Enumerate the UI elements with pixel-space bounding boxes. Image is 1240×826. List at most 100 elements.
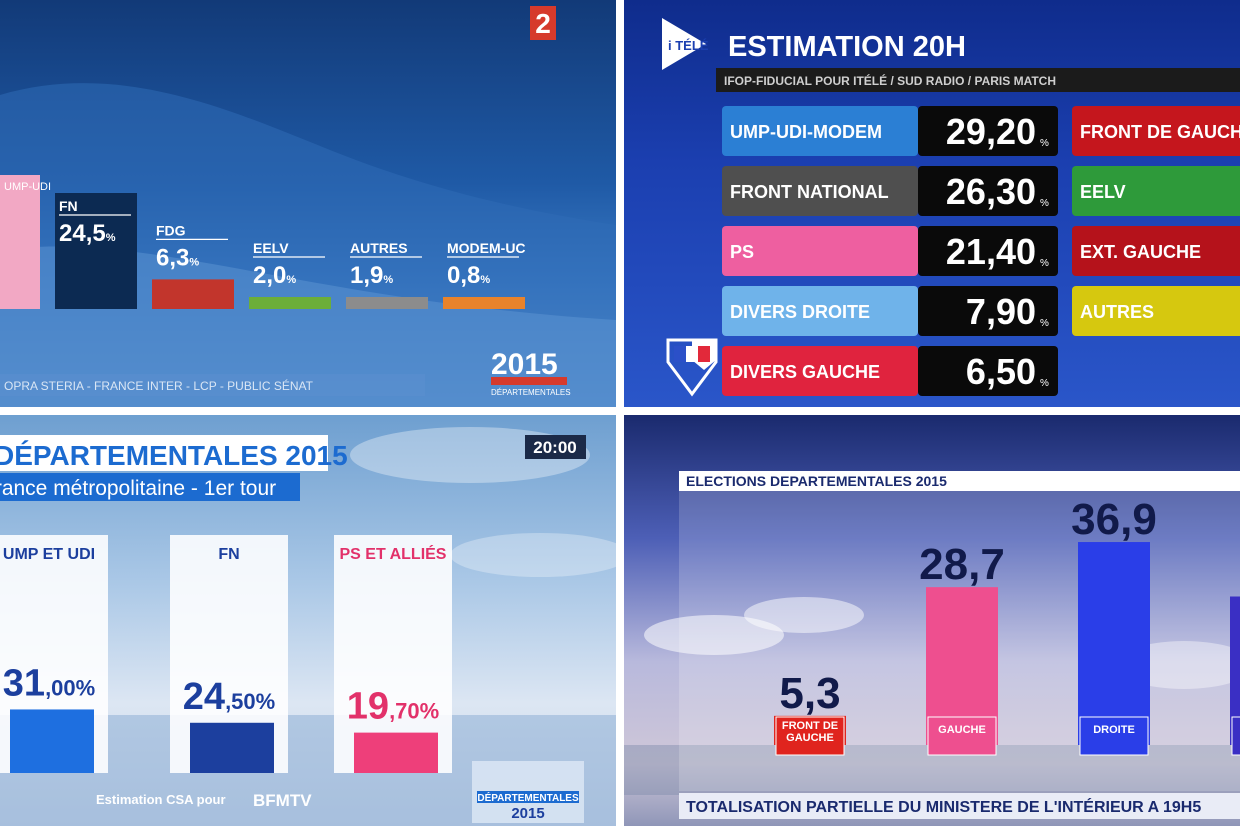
bar-label-fn: FN <box>218 546 239 563</box>
bfmtv-results-panel: DÉPARTEMENTALES 2015 France métropolitai… <box>0 415 616 826</box>
bar-ps-et-allies <box>354 732 438 773</box>
tf1-footer-strip <box>679 793 1240 819</box>
bar-label-front-de-gauche: GAUCHE <box>786 732 834 744</box>
itele-results-panel: i TÉLÉ ESTIMATION 20H IFOP-FIDUCIAL POUR… <box>624 0 1240 407</box>
bar-caption-box-droite <box>1079 716 1149 756</box>
row-ps-value-box <box>918 226 1058 276</box>
side-row-eelv-label: EELV <box>1080 182 1126 202</box>
bfmtv-chart: DÉPARTEMENTALES 2015 France métropolitai… <box>0 427 616 826</box>
side-row-ext-gauche-label: EXT. GAUCHE <box>1080 242 1201 262</box>
bfmtv-source: Estimation CSA pour <box>96 792 226 807</box>
row-ump-udi-modem-bar <box>722 106 918 156</box>
source-strip <box>0 374 425 396</box>
bar-value-ump-et-udi: 31,00% <box>3 662 95 704</box>
bar-fn <box>190 722 274 773</box>
row-divers-gauche-unit: % <box>1040 378 1049 389</box>
row-divers-droite-unit: % <box>1040 318 1049 329</box>
bfmtv-year-badge: DÉPARTEMENTALES 2015 <box>472 761 584 823</box>
bar-label-ump-udi: UMP-UDI <box>4 181 51 193</box>
row-front-national-value: 26,30 <box>946 171 1036 212</box>
bar-label-ps-et-allies: PS ET ALLIÉS <box>340 544 447 563</box>
bar-fdg <box>152 279 234 309</box>
row-divers-droite-value: 7,90 <box>966 291 1036 332</box>
row-divers-gauche-bar <box>722 346 918 396</box>
bar-label-droite: DROITE <box>1093 724 1135 736</box>
row-ump-udi-modem-label: UMP-UDI-MODEM <box>730 122 882 142</box>
bar-label-autres: AUTRES <box>350 240 408 256</box>
itele-logo: i TÉLÉ <box>662 18 709 70</box>
row-front-national-bar <box>722 166 918 216</box>
bar-label-modem-uc: MODEM-UC <box>447 240 526 256</box>
tf1-footer: TOTALISATION PARTIELLE DU MINISTERE DE L… <box>686 797 1201 816</box>
bfmtv-badge-caption: DÉPARTEMENTALES <box>477 791 579 804</box>
row-ump-udi-modem-value: 29,20 <box>946 111 1036 152</box>
bfmtv-subtitle: France métropolitaine - 1er tour <box>0 477 276 500</box>
bar-value-front-de-gauche: 5,3 <box>779 669 840 718</box>
bar-autres <box>346 297 428 309</box>
bar-label-fn: FN <box>59 198 78 214</box>
side-row-autres-label: AUTRES <box>1080 302 1154 322</box>
bfmtv-title: DÉPARTEMENTALES 2015 <box>0 440 348 471</box>
bar-label-fdg: FDG <box>156 222 186 238</box>
row-ps-value: 21,40 <box>946 231 1036 272</box>
bar-ump-et-udi <box>10 709 94 773</box>
year-badge: 2015 DÉPARTEMENTALES <box>491 348 571 397</box>
side-row-front-de-gauche-label: FRONT DE GAUCHE <box>1080 122 1240 142</box>
bar-caption-box-front-de-gauche <box>775 716 845 756</box>
bfmtv-badge-year: 2015 <box>511 805 544 822</box>
bar-label-gauche: GAUCHE <box>938 724 986 736</box>
itele-subtitle: IFOP-FIDUCIAL POUR ITÉLÉ / SUD RADIO / P… <box>724 73 1056 88</box>
bar-value-fdg: 6,3% <box>156 244 199 271</box>
bar-caption-box-fn <box>1231 716 1240 756</box>
row-ps-unit: % <box>1040 258 1049 269</box>
year-badge-text: 2015 <box>491 348 558 381</box>
row-ump-udi-modem-value-box <box>918 106 1058 156</box>
bar-label-ump-et-udi: UMP ET UDI <box>3 546 95 563</box>
bar-ump-udi <box>0 175 40 309</box>
france2-logo: 2 <box>530 6 556 40</box>
bfmtv-time-box <box>525 435 586 459</box>
row-divers-droite-bar <box>722 286 918 336</box>
bar-value-droite: 36,9 <box>1071 495 1157 544</box>
year-badge-caption: DÉPARTEMENTALES <box>491 388 571 397</box>
bar-value-ps-et-allies: 19,70% <box>347 686 439 728</box>
row-ps-bar <box>722 226 918 276</box>
row-front-national-value-box <box>918 166 1058 216</box>
bfmtv-title-box <box>0 435 328 471</box>
row-ump-udi-modem-unit: % <box>1040 138 1049 149</box>
france2-logo-text: 2 <box>535 8 551 39</box>
row-ps-label: PS <box>730 242 754 262</box>
row-front-national-unit: % <box>1040 198 1049 209</box>
row-divers-droite-label: DIVERS DROITE <box>730 302 870 322</box>
bar-droite <box>1078 542 1150 745</box>
bar-fn <box>55 193 137 309</box>
itele-title: ESTIMATION 20H <box>728 31 966 63</box>
bar-value-fn: 24,50% <box>183 676 275 718</box>
tf1-title-strip <box>679 471 1240 491</box>
tf1-chart: ELECTIONS DEPARTEMENTALES 2015 FRONT DEG… <box>624 471 1240 819</box>
bar-label-front-de-gauche: FRONT DE <box>782 720 838 732</box>
bar-value-gauche: 28,7 <box>919 540 1005 589</box>
bar-caption-box-gauche <box>927 716 997 756</box>
itele-logo-text: i TÉLÉ <box>668 38 709 53</box>
side-row-front-de-gauche-bar <box>1072 106 1240 156</box>
bfmtv-time: 20:00 <box>533 438 576 457</box>
bar-modem-uc <box>443 297 525 309</box>
bar-label-eelv: EELV <box>253 240 289 256</box>
itele-chart: i TÉLÉ ESTIMATION 20H IFOP-FIDUCIAL POUR… <box>662 18 1240 397</box>
side-row-ext-gauche-bar <box>1072 226 1240 276</box>
side-row-autres-bar <box>1072 286 1240 336</box>
france2-results-panel: UMP-UDI FN 24,5% FDG 6,3% EELV 2,0% AUTRES 1,9% M… <box>0 0 616 407</box>
row-divers-droite-value-box <box>918 286 1058 336</box>
row-divers-gauche-value: 6,50 <box>966 351 1036 392</box>
bfmtv-source-brand: BFMTV <box>253 791 312 810</box>
itele-subtitle-strip <box>716 68 1240 92</box>
row-divers-gauche-value-box <box>918 346 1058 396</box>
tf1-title: ELECTIONS DEPARTEMENTALES 2015 <box>686 473 947 489</box>
tf1-results-panel: ELECTIONS DEPARTEMENTALES 2015 FRONT DE G… <box>624 415 1240 826</box>
bar-eelv <box>249 297 331 309</box>
france-map-emblem-icon <box>666 338 718 397</box>
bar-fn <box>1230 596 1240 745</box>
side-row-eelv-bar <box>1072 166 1240 216</box>
source-text: OPRA STERIA - FRANCE INTER - LCP - PUBLI… <box>4 378 314 393</box>
